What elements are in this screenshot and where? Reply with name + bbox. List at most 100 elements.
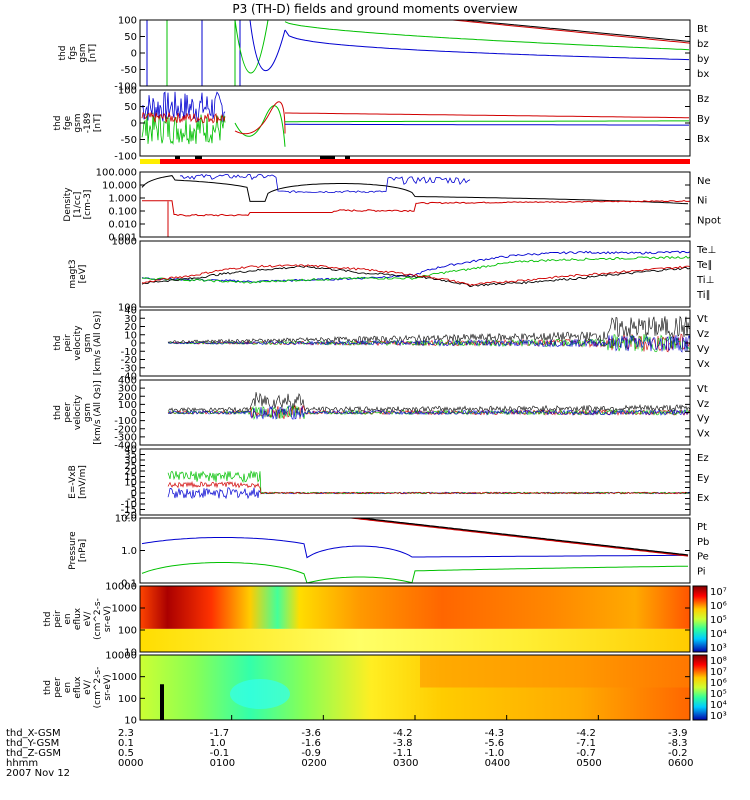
panel-peir_vel [167, 315, 690, 353]
mode-strip-yellow [140, 159, 160, 164]
ephem-value: -1.0 [485, 748, 505, 759]
date-label: 2007 Nov 12 [6, 768, 70, 779]
ytick-label-efield: 10 [124, 478, 137, 489]
ephem-value: 0500 [576, 758, 601, 769]
ylabel-peer_spec: sr-eV) [103, 674, 113, 700]
ytick-label-peir_vel: -40 [121, 372, 137, 383]
ylabel-fgs: fgs [68, 46, 78, 60]
colorbar-label-peir_spec: 10⁶ [710, 601, 727, 612]
colorbar-label-peer_spec: 10⁶ [710, 678, 727, 689]
panel-fgs [146, 20, 690, 86]
ytick-label-peir_vel: -20 [121, 355, 137, 366]
ephem-value: 1.0 [210, 738, 226, 749]
ylabel-fgs: [nT] [88, 44, 98, 62]
legend-temp-Te⊥: Te⊥ [696, 245, 716, 256]
ytick-label-density: 100.000 [96, 168, 137, 179]
ylabel-peer_spec: eflux [73, 676, 83, 699]
legend-fgs-bx: bx [697, 69, 709, 80]
ephem-value: -4.2 [393, 728, 413, 739]
ytick-label-efield: 5 [131, 483, 137, 494]
ytick-label-fgs: 50 [124, 32, 137, 43]
ylabel-pressure: [nPa] [78, 539, 88, 562]
mode-strip-marker [345, 156, 350, 159]
legend-efield-Ez: Ez [697, 453, 709, 464]
ytick-label-fgs: 0 [131, 49, 137, 60]
ephem-value: -1.7 [210, 728, 230, 739]
ylabel-peer_spec: peer [53, 677, 63, 698]
ion-spectrogram-low [140, 628, 690, 652]
legend-fge-By: By [697, 114, 710, 125]
fgs-dip-by [234, 20, 269, 74]
vel-series [167, 405, 690, 420]
legend-efield-Ex: Ex [697, 493, 709, 504]
ylabel-peir_spec: eV/ [83, 611, 93, 627]
series-Pi [141, 537, 688, 559]
vel-series [167, 392, 690, 413]
panel-frame-efield [139, 448, 691, 516]
ylabel-fgs: gsm [78, 43, 88, 62]
ytick-label-density: 10.000 [102, 181, 137, 192]
ylabel-peir_spec: peir [53, 610, 63, 628]
ytick-label-peir_spec: 1000 [112, 604, 137, 615]
ytick-label-efield: 35 [124, 450, 137, 461]
ylabel-pressure: Pressure [68, 531, 78, 570]
ephem-value: 0600 [668, 758, 693, 769]
legend-pressure-Pe: Pe [697, 552, 709, 563]
ytick-label-fgs: -50 [121, 65, 137, 76]
ylabel-peer_spec: en [63, 682, 73, 693]
ephem-value: 0.5 [118, 748, 134, 759]
colorbar-label-peer_spec: 10³ [710, 711, 727, 722]
ytick-label-fge: 100 [118, 86, 137, 97]
ephem-value: 0.1 [118, 738, 134, 749]
ytick-label-peir_spec: 100 [118, 626, 137, 637]
ylabel-peir_spec: en [63, 613, 73, 624]
ylabel-peer_vel: peer [63, 402, 73, 423]
ytick-label-peer_spec: 10 [124, 716, 137, 727]
series-bz [447, 20, 690, 44]
legend-fge-Bz: Bz [697, 94, 709, 105]
legend-peer_vel-Vy: Vy [697, 414, 710, 425]
panel-fge [141, 91, 689, 147]
series-Bt [458, 20, 690, 42]
ytick-label-peer_vel: 200 [118, 392, 137, 403]
ytick-label-peer_vel: 100 [118, 400, 137, 411]
ephem-value: 0000 [118, 758, 143, 769]
ylabel-fgs: thd [58, 46, 68, 61]
legend-peer_vel-Vt: Vt [697, 384, 708, 395]
ylabel-fge: -189 [83, 113, 93, 134]
mode-strip-marker [320, 156, 335, 159]
ytick-label-fge: -100 [114, 152, 137, 163]
ylabel-efield: [mV/m] [78, 465, 88, 499]
fge-noise [141, 91, 226, 123]
ylabel-density: [1/cc] [73, 192, 83, 218]
ephem-value: -4.2 [576, 728, 596, 739]
ylabel-peer_vel: gsm [83, 403, 93, 422]
panel-peer_spec [140, 655, 690, 720]
panel-pressure [141, 518, 689, 583]
temp-series [141, 255, 690, 284]
series-By [285, 120, 689, 123]
colorbar-label-peir_spec: 10⁷ [710, 587, 727, 598]
ephem-value: -5.6 [485, 738, 505, 749]
ylabel-fge: gsm [73, 113, 83, 132]
ylabel-density: Density [63, 187, 73, 222]
series-Pe [141, 562, 688, 583]
legend-peir_vel-Vz: Vz [697, 329, 709, 340]
temp-series [141, 264, 690, 287]
ytick-label-peir_vel: 30 [124, 314, 137, 325]
ylabel-density: [cm-3] [83, 190, 93, 220]
ytick-label-peer_vel: -300 [114, 432, 137, 443]
series-by [284, 21, 690, 51]
series-Npot [179, 173, 471, 194]
ytick-label-peer_vel: -400 [114, 441, 137, 452]
ylabel-peer_spec: thd [43, 680, 53, 695]
ytick-label-peer_vel: -100 [114, 416, 137, 427]
panel-density [141, 173, 690, 237]
ylabel-fge: fge [63, 115, 73, 130]
legend-peir_vel-Vy: Vy [697, 344, 710, 355]
fge-noise [141, 112, 226, 146]
colorbar-peir_spec [692, 585, 708, 653]
ytick-label-peer_spec: 1000 [112, 672, 137, 683]
ephem-label-hhmm: hhmm [6, 758, 38, 769]
legend-fgs-bz: bz [697, 39, 709, 50]
